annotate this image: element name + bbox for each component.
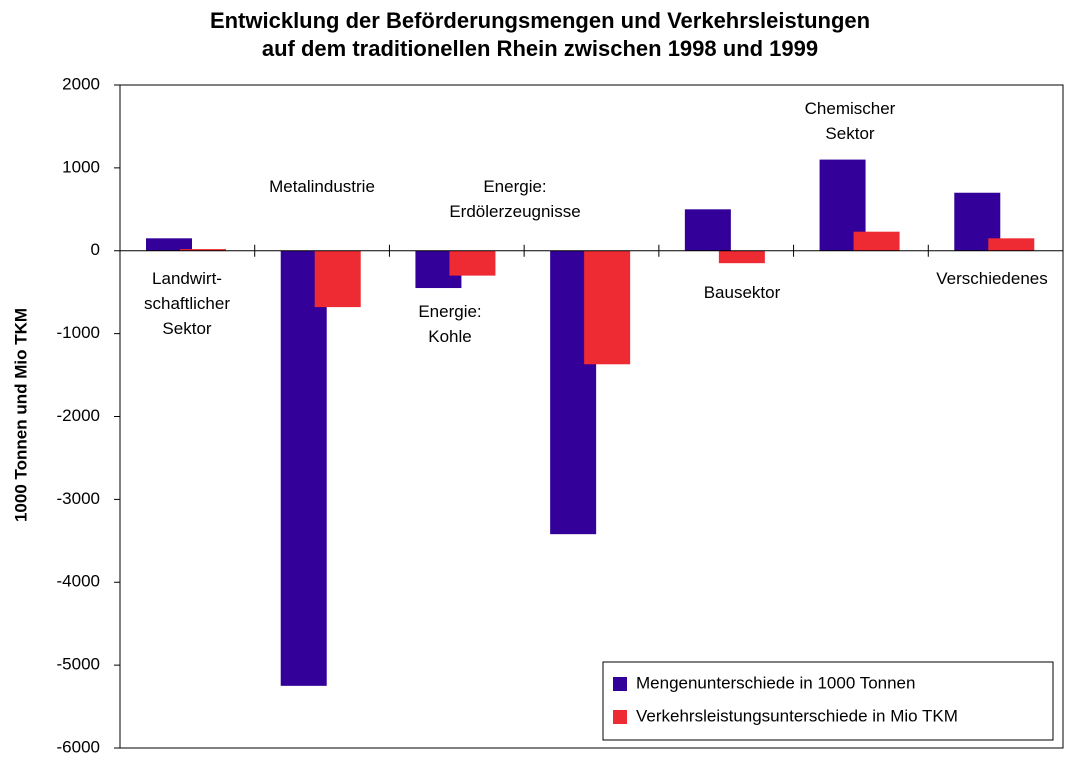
category-label: Bausektor xyxy=(704,283,781,302)
legend-label: Mengenunterschiede in 1000 Tonnen xyxy=(636,673,915,692)
bar xyxy=(718,250,765,264)
category-label-line: Chemischer xyxy=(805,99,896,118)
bar xyxy=(988,238,1035,251)
bar xyxy=(449,250,496,276)
bar xyxy=(584,250,631,365)
y-tick-label: 2000 xyxy=(62,74,100,93)
y-tick-label: -4000 xyxy=(57,572,100,591)
legend-swatch xyxy=(613,677,627,691)
bar xyxy=(684,209,731,251)
bar xyxy=(853,231,900,251)
chart-title: auf dem traditionellen Rhein zwischen 19… xyxy=(262,36,818,61)
y-tick-label: -1000 xyxy=(57,323,100,342)
y-tick-label: -2000 xyxy=(57,406,100,425)
category-label: Energie: Kohle xyxy=(418,302,481,346)
legend-box xyxy=(602,661,1054,741)
chart-title: Entwicklung der Beförderungsmengen und V… xyxy=(210,8,870,33)
category-label: Landwirt-schaftlicher Sektor xyxy=(144,269,230,338)
category-label: Energie: Erdölerzeugnisse xyxy=(449,177,580,221)
category-label-line: Bausektor xyxy=(704,283,781,302)
y-tick-label: -3000 xyxy=(57,489,100,508)
category-label-line: Energie: xyxy=(483,177,546,196)
category-label-line: Kohle xyxy=(428,327,471,346)
y-tick-label: 1000 xyxy=(62,157,100,176)
bar xyxy=(314,250,361,308)
bar xyxy=(180,249,226,251)
bar xyxy=(280,250,327,686)
y-axis-label: 1000 Tonnen und Mio TKM xyxy=(11,308,30,522)
y-tick-label: 0 xyxy=(91,240,100,259)
category-label-line: Sektor xyxy=(825,124,874,143)
category-label-line: Sektor xyxy=(162,319,211,338)
category-label: Verschiedenes xyxy=(936,269,1048,288)
legend-label: Verkehrsleistungsunterschiede in Mio TKM xyxy=(636,706,958,725)
category-label-line: Landwirt- xyxy=(152,269,222,288)
category-label: Metalindustrie xyxy=(269,177,375,196)
category-label-line: Energie: xyxy=(418,302,481,321)
category-label-line: Metalindustrie xyxy=(269,177,375,196)
category-label-line: Verschiedenes xyxy=(936,269,1048,288)
legend-swatch xyxy=(613,710,627,724)
bar xyxy=(146,238,192,251)
y-tick-label: -6000 xyxy=(57,737,100,756)
category-label-line: schaftlicher xyxy=(144,294,230,313)
y-tick-label: -5000 xyxy=(57,655,100,674)
category-label-line: Erdölerzeugnisse xyxy=(449,202,580,221)
category-label: Chemischer Sektor xyxy=(805,99,896,143)
